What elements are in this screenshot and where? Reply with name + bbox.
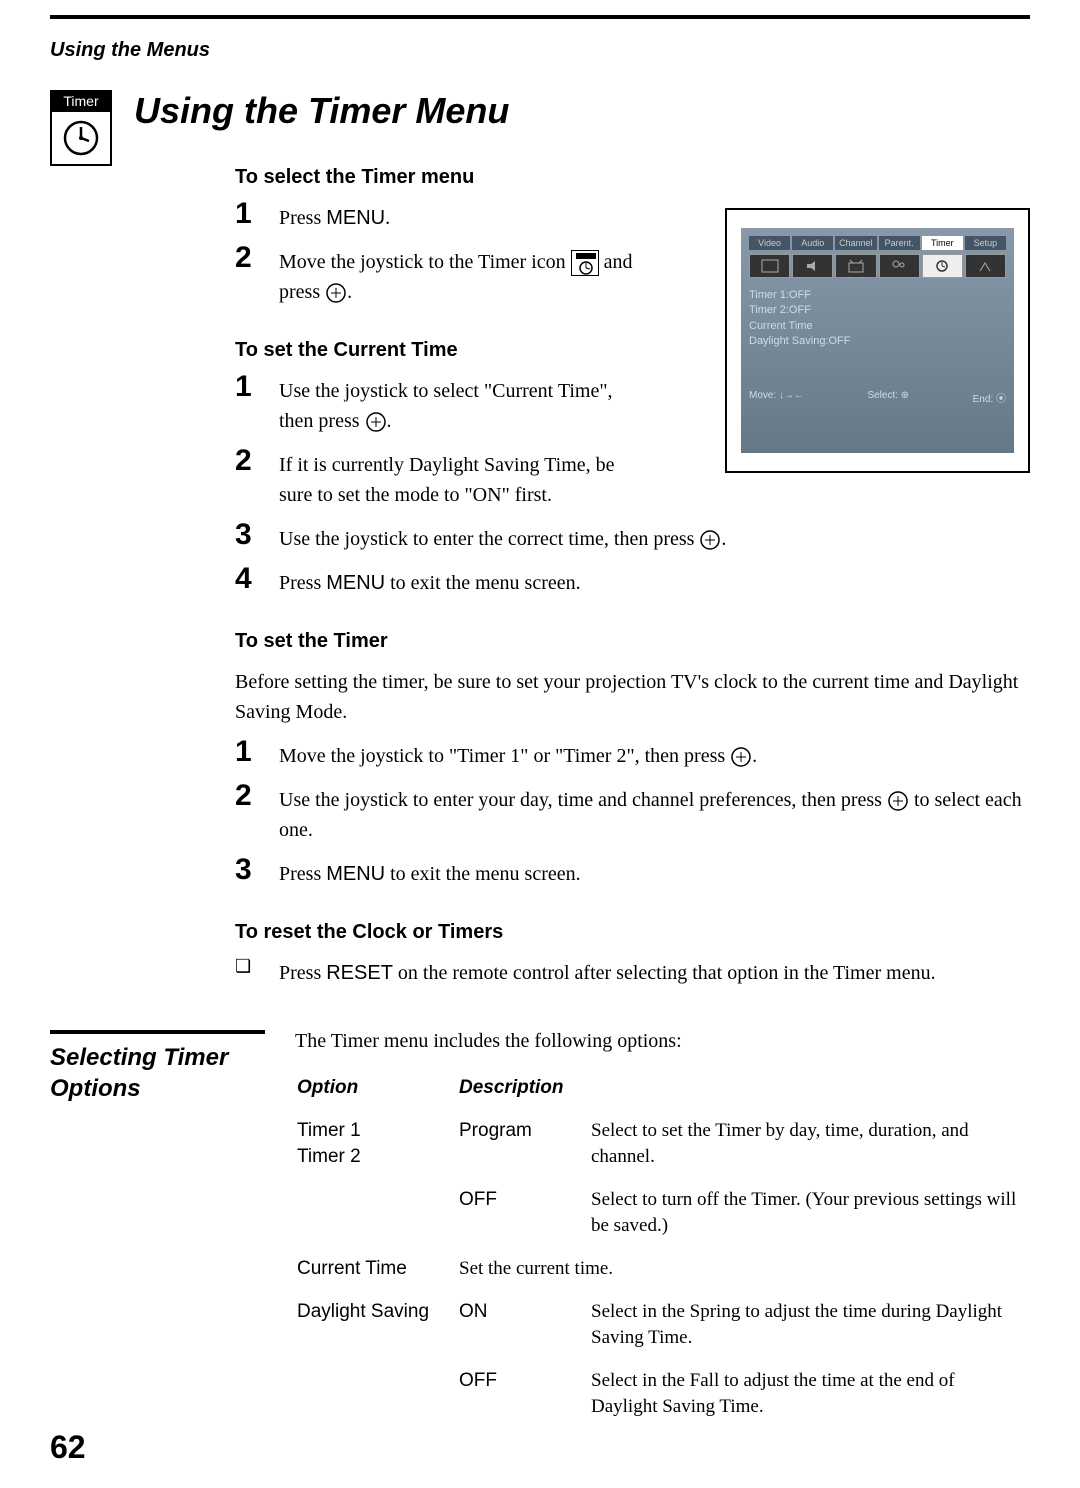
step-number: 2 [235, 243, 261, 273]
osd-footer-end: End: ⦿ [973, 390, 1006, 405]
osd-screenshot: Video Audio Channel Parent. Timer Setup … [725, 208, 1030, 473]
settimer-step-2: 2 Use the joystick to enter your day, ti… [235, 781, 1030, 845]
selecting-label: Selecting Timer Options [50, 1030, 265, 1104]
osd-tab-row: Video Audio Channel Parent. Timer Setup [749, 236, 1006, 250]
osd-tab-parent: Parent. [879, 236, 920, 250]
osd-tab-setup: Setup [965, 236, 1006, 250]
heading-reset: To reset the Clock or Timers [235, 921, 1030, 944]
step-number: 1 [235, 199, 261, 229]
step-text: Use the joystick to enter your day, time… [279, 781, 1030, 845]
step-number: 2 [235, 446, 261, 476]
press-icon [730, 746, 752, 768]
heading-select-timer-menu: To select the Timer menu [235, 166, 1030, 189]
press-icon [325, 282, 347, 304]
table-row: OFF Select to turn off the Timer. (Your … [297, 1183, 1028, 1250]
options-header-option: Option [297, 1071, 457, 1112]
step-number: 3 [235, 855, 261, 885]
settimer-step-3: 3 Press MENU to exit the menu screen. [235, 855, 1030, 889]
osd-footer-move: Move: ↓→← [749, 390, 804, 405]
osd-icon-row [749, 254, 1006, 278]
clock-icon [50, 112, 112, 166]
timer-small-icon [571, 250, 599, 276]
osd-footer: Move: ↓→← Select: ⊕ End: ⦿ [749, 390, 1006, 405]
osd-icon-audio [792, 254, 833, 278]
settimer-step-1: 1 Move the joystick to "Timer 1" or "Tim… [235, 737, 1030, 771]
osd-line-2: Timer 2:OFF [749, 303, 1006, 318]
table-row: Current Time Set the current time. [297, 1252, 1028, 1293]
selecting-timer-options-section: Selecting Timer Options The Timer menu i… [50, 1030, 1030, 1433]
bullet-icon: ❏ [235, 954, 261, 977]
step-text: Move the joystick to "Timer 1" or "Timer… [279, 737, 757, 771]
step-text: Press MENU. [279, 199, 390, 233]
step-number: 1 [235, 372, 261, 402]
osd-line-4: Daylight Saving:OFF [749, 334, 1006, 349]
osd-icon-parent [879, 254, 920, 278]
press-icon [887, 790, 909, 812]
table-row: Daylight Saving ON Select in the Spring … [297, 1295, 1028, 1362]
table-row: Timer 1Timer 2 Program Select to set the… [297, 1114, 1028, 1181]
osd-icon-video [749, 254, 790, 278]
osd-tab-video: Video [749, 236, 790, 250]
osd-tab-timer: Timer [922, 236, 963, 250]
step-text: Use the joystick to select "Current Time… [279, 372, 639, 436]
osd-tab-audio: Audio [792, 236, 833, 250]
press-icon [699, 529, 721, 551]
osd-line-1: Timer 1:OFF [749, 288, 1006, 303]
page-number: 62 [50, 1429, 86, 1466]
options-header-description: Description [459, 1071, 1028, 1112]
set-timer-intro: Before setting the timer, be sure to set… [235, 663, 1030, 727]
options-intro: The Timer menu includes the following op… [295, 1030, 1030, 1053]
reset-bullet: ❏ Press RESET on the remote control afte… [235, 954, 1030, 988]
step-text: Press MENU to exit the menu screen. [279, 855, 581, 889]
settime-step-3: 3 Use the joystick to enter the correct … [235, 520, 1030, 554]
body-content: Video Audio Channel Parent. Timer Setup … [235, 166, 1030, 988]
step-text: If it is currently Daylight Saving Time,… [279, 446, 639, 510]
osd-footer-select: Select: ⊕ [867, 390, 909, 405]
osd-icon-timer [922, 254, 963, 278]
settime-step-4: 4 Press MENU to exit the menu screen. [235, 564, 1030, 598]
osd-tab-channel: Channel [835, 236, 876, 250]
step-text: Press MENU to exit the menu screen. [279, 564, 581, 598]
reset-text: Press RESET on the remote control after … [279, 954, 936, 988]
table-row: OFF Select in the Fall to adjust the tim… [297, 1364, 1028, 1431]
step-number: 4 [235, 564, 261, 594]
step-text: Use the joystick to enter the correct ti… [279, 520, 726, 554]
step-text: Move the joystick to the Timer icon and … [279, 243, 639, 307]
page-title: Using the Timer Menu [134, 90, 1030, 132]
osd-icon-setup [965, 254, 1006, 278]
osd-line-3: Current Time [749, 319, 1006, 334]
options-table: Option Description Timer 1Timer 2 Progra… [295, 1069, 1030, 1433]
heading-set-timer: To set the Timer [235, 630, 1030, 653]
section-header: Using the Menus [50, 39, 1030, 62]
step-number: 1 [235, 737, 261, 767]
osd-icon-channel [835, 254, 876, 278]
top-horizontal-rule [50, 15, 1030, 19]
timer-menu-icon-box: Timer [50, 90, 112, 166]
step-number: 2 [235, 781, 261, 811]
press-icon [365, 411, 387, 433]
step-number: 3 [235, 520, 261, 550]
title-row: Timer Using the Timer Menu [50, 90, 1030, 166]
timer-icon-label: Timer [50, 90, 112, 112]
